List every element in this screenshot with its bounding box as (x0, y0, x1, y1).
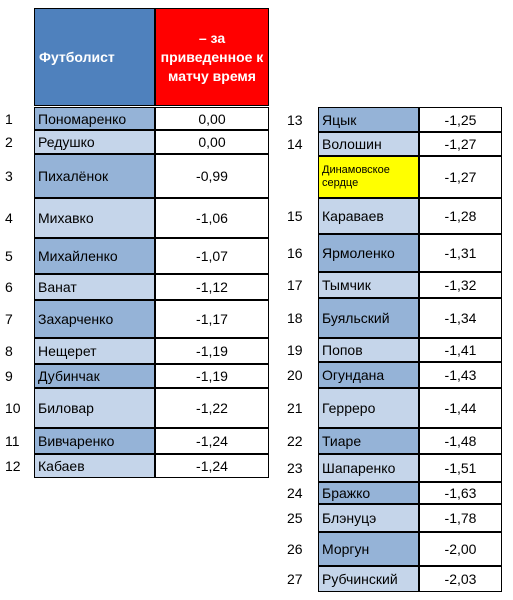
value-cell: -1,19 (155, 338, 269, 364)
value-cell: -1,17 (155, 300, 269, 338)
player-name-cell: Буяльский (318, 298, 419, 338)
player-name-cell: Михавко (34, 198, 155, 238)
rank-number: 4 (5, 210, 13, 226)
rank-number: 12 (5, 458, 21, 474)
value-cell: -2,00 (419, 532, 502, 566)
rank-number: 5 (5, 248, 13, 264)
value-cell: -1,41 (419, 338, 502, 362)
rank-number: 1 (5, 110, 13, 127)
player-name-cell: Бражко (318, 482, 419, 504)
rank-number: 16 (287, 245, 303, 261)
rank-number: 27 (287, 571, 303, 587)
player-name-cell: Волошин (318, 132, 419, 156)
player-name-cell: Герреро (318, 388, 419, 428)
value-cell: -1,24 (155, 454, 269, 478)
player-name-cell: Попов (318, 338, 419, 362)
rank-number: 11 (5, 433, 20, 449)
value-cell: -1,32 (419, 272, 502, 298)
player-name-cell: Кабаев (34, 454, 155, 478)
value-cell: -1,43 (419, 362, 502, 388)
rank-number: 9 (5, 368, 13, 384)
rank-number: 25 (287, 510, 303, 526)
value-cell: 0,00 (155, 107, 269, 130)
player-name-cell: Биловар (34, 388, 155, 428)
player-name-cell: Блэнуцэ (318, 504, 419, 532)
player-name-cell: Ванат (34, 274, 155, 300)
rank-number: 13 (287, 111, 303, 128)
player-name-cell: Захарченко (34, 300, 155, 338)
column-header-player: Футболист (34, 8, 155, 106)
value-cell: -1,27 (419, 156, 502, 198)
player-name-cell: Караваев (318, 198, 419, 234)
rank-number: 19 (287, 342, 303, 358)
rank-number: 10 (5, 400, 21, 416)
rank-number: 17 (287, 277, 303, 293)
value-cell: -1,31 (419, 234, 502, 272)
value-cell: -1,22 (155, 388, 269, 428)
rank-number: 14 (287, 136, 303, 152)
value-cell: -1,48 (419, 428, 502, 454)
rank-number: 24 (287, 485, 303, 501)
player-name-cell: Яцык (318, 107, 419, 132)
rank-number: 8 (5, 343, 13, 359)
value-cell: -1,34 (419, 298, 502, 338)
player-name-cell: Вивчаренко (34, 428, 155, 454)
value-cell: -1,78 (419, 504, 502, 532)
player-name-cell: Рубчинский (318, 566, 419, 592)
value-cell: -2,03 (419, 566, 502, 592)
rank-number: 7 (5, 311, 13, 327)
rank-number: 18 (287, 310, 303, 326)
column-header-value: – за приведенное к матчу время (155, 8, 269, 106)
player-name-cell: Редушко (34, 130, 155, 154)
rank-number: 15 (287, 208, 303, 224)
rank-number: 26 (287, 541, 303, 557)
player-name-cell: Нещерет (34, 338, 155, 364)
player-name-cell: Тиаре (318, 428, 419, 454)
player-name-cell: Михайленко (34, 238, 155, 274)
rank-number: 2 (5, 134, 13, 150)
player-name-cell: Дубинчак (34, 364, 155, 388)
value-cell: -1,44 (419, 388, 502, 428)
value-cell: -1,19 (155, 364, 269, 388)
rank-number: 22 (287, 433, 303, 449)
rank-number: 23 (287, 460, 303, 476)
player-name-cell: Шапаренко (318, 454, 419, 482)
highlight-row-name: Динамовское сердце (318, 156, 419, 198)
value-cell: -1,28 (419, 198, 502, 234)
player-name-cell: Огундана (318, 362, 419, 388)
value-cell: -1,24 (155, 428, 269, 454)
rank-number: 3 (5, 168, 13, 184)
player-name-cell: Пихалёнок (34, 154, 155, 198)
value-cell: -0,99 (155, 154, 269, 198)
player-name-cell: Тымчик (318, 272, 419, 298)
value-cell: -1,51 (419, 454, 502, 482)
player-name-cell: Моргун (318, 532, 419, 566)
value-cell: -1,12 (155, 274, 269, 300)
player-name-cell: Ярмоленко (318, 234, 419, 272)
rank-number: 6 (5, 279, 13, 295)
player-name-cell: Пономаренко (34, 107, 155, 130)
rank-number: 20 (287, 367, 303, 383)
rank-number: 21 (287, 400, 303, 416)
value-cell: -1,25 (419, 107, 502, 132)
value-cell: -1,06 (155, 198, 269, 238)
value-cell: 0,00 (155, 130, 269, 154)
value-cell: -1,27 (419, 132, 502, 156)
value-cell: -1,63 (419, 482, 502, 504)
value-cell: -1,07 (155, 238, 269, 274)
